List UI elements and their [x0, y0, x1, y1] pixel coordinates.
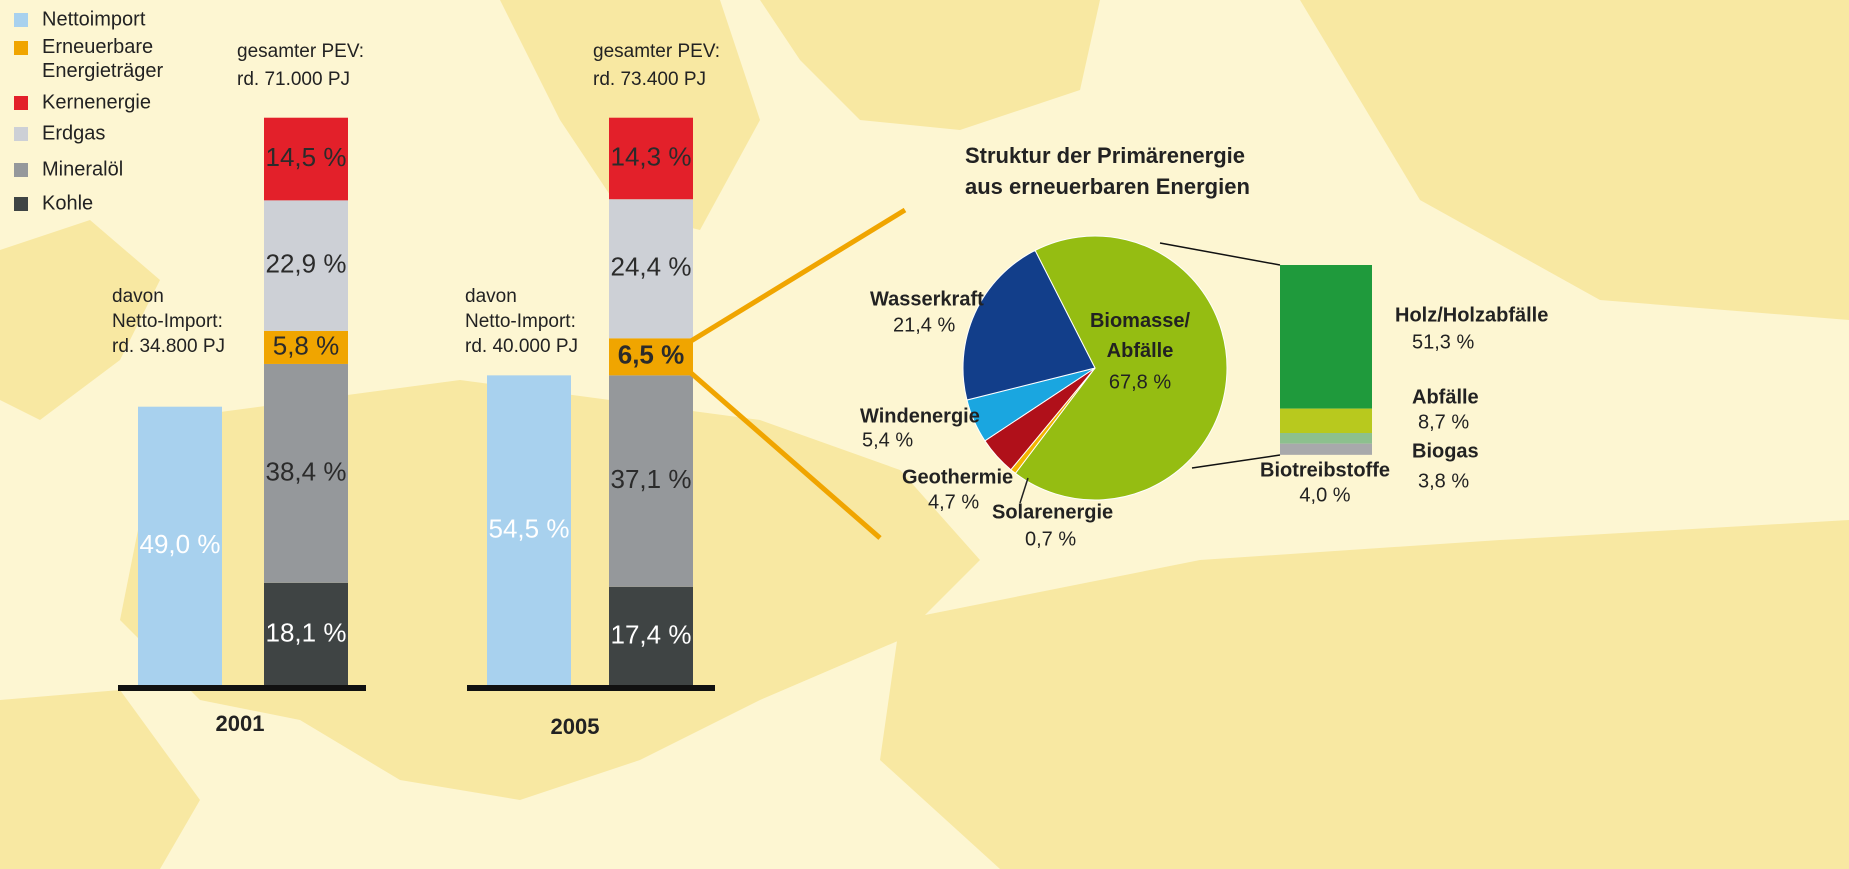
- import-annotation: rd. 34.800 PJ: [112, 336, 225, 357]
- breakdown-segment: [1280, 265, 1372, 409]
- stack-segment: [609, 199, 693, 339]
- year-label: 2001: [216, 711, 265, 736]
- connector: [689, 207, 907, 344]
- legend-label: Mineralöl: [42, 158, 123, 180]
- import-annotation: Netto-Import:: [112, 311, 223, 332]
- breakdown-value: 51,3 %: [1412, 331, 1474, 353]
- pie-slice: [962, 249, 1096, 401]
- import-bar: [487, 375, 571, 686]
- breakdown-label: Abfälle: [1412, 386, 1479, 408]
- year-label: 2005: [551, 714, 600, 739]
- breakdown-value: 4,0 %: [1299, 484, 1350, 506]
- breakdown-value: 3,8 %: [1418, 470, 1469, 492]
- breakdown-label: Biotreibstoffe: [1260, 459, 1390, 481]
- total-annotation: rd. 73.400 PJ: [593, 69, 706, 90]
- value-label: 24,4 %: [611, 252, 692, 282]
- baseline: [467, 685, 715, 691]
- breakdown-label: Biogas: [1412, 440, 1479, 462]
- stack-segment: [264, 582, 348, 686]
- stack-segment: [264, 363, 348, 583]
- legend-swatch: [14, 41, 28, 55]
- connector: [1191, 454, 1281, 469]
- connector: [689, 371, 882, 540]
- legend-label: Kernenergie: [42, 91, 151, 113]
- value-label: 38,4 %: [266, 456, 347, 486]
- breakdown-segment: [1280, 443, 1372, 455]
- value-label: 14,3 %: [611, 141, 692, 171]
- stack-segment: [609, 117, 693, 200]
- stack-segment: [264, 200, 348, 331]
- import-annotation: rd. 40.000 PJ: [465, 336, 578, 357]
- value-label: 49,0 %: [140, 529, 221, 559]
- stack-segment: [609, 586, 693, 686]
- value-label: 5,8 %: [273, 330, 340, 360]
- chart-layer: 49,0 % 18,1 % 38,4 % 5,8 % 22,9 % 14,5 % 2001 g…: [14, 8, 1548, 739]
- value-label: 17,4 %: [611, 619, 692, 649]
- stack-segment: [264, 330, 348, 364]
- total-annotation: rd. 71.000 PJ: [237, 69, 350, 90]
- legend-swatch: [14, 96, 28, 110]
- pie-slice: [1014, 235, 1228, 501]
- breakdown-label: Holz/Holzabfälle: [1395, 304, 1548, 326]
- legend-swatch: [14, 163, 28, 177]
- import-annotation: davon: [465, 286, 517, 307]
- slice-value: 4,7 %: [928, 491, 979, 513]
- slice-label: Biomasse/Abfälle: [1090, 310, 1190, 362]
- legend-label: Kohle: [42, 192, 93, 214]
- value-label: 6,5 %: [618, 340, 685, 370]
- legend-swatch: [14, 197, 28, 211]
- value-label: 14,5 %: [266, 142, 347, 172]
- value-label: 18,1 %: [266, 617, 347, 647]
- breakdown-value: 8,7 %: [1418, 411, 1469, 433]
- total-annotation: gesamter PEV:: [237, 41, 364, 62]
- legend-label: Erneuerbare Energieträger: [42, 36, 164, 82]
- breakdown-segment: [1280, 408, 1372, 433]
- legend-swatch: [14, 127, 28, 141]
- leader-line: [1019, 477, 1029, 504]
- stack-segment: [609, 338, 693, 376]
- legend-swatch: [14, 13, 28, 27]
- stack-segment: [609, 375, 693, 587]
- legend-label: Nettoimport: [42, 8, 146, 30]
- slice-value: 5,4 %: [862, 429, 913, 451]
- pie-title: Struktur der Primärenergie aus erneuerba…: [965, 143, 1251, 199]
- value-label: 37,1 %: [611, 464, 692, 494]
- slice-label: Solarenergie: [992, 501, 1113, 523]
- import-bar: [138, 406, 222, 686]
- slice-label: Wasserkraft: [870, 288, 984, 310]
- slice-value: 0,7 %: [1025, 528, 1076, 550]
- baseline: [118, 685, 366, 691]
- stack-segment: [264, 117, 348, 201]
- breakdown-segment: [1280, 433, 1372, 444]
- value-label: 54,5 %: [489, 514, 570, 544]
- slice-label: Windenergie: [860, 405, 980, 427]
- legend-label: Erdgas: [42, 122, 105, 144]
- value-label: 22,9 %: [266, 249, 347, 279]
- total-annotation: gesamter PEV:: [593, 41, 720, 62]
- slice-value: 21,4 %: [893, 314, 955, 336]
- import-annotation: Netto-Import:: [465, 311, 576, 332]
- import-annotation: davon: [112, 286, 164, 307]
- slice-label: Geothermie: [902, 466, 1013, 488]
- connector: [1159, 242, 1281, 266]
- slice-value: 67,8 %: [1109, 371, 1171, 393]
